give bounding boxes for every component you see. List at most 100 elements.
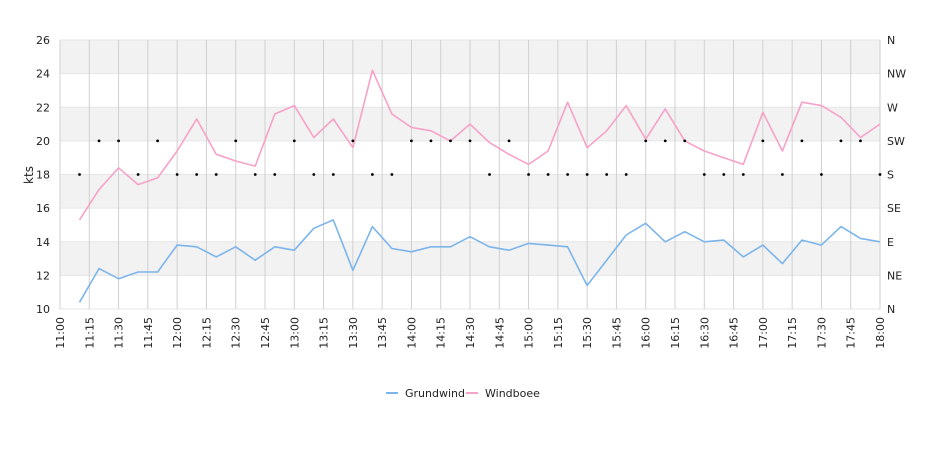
direction-point — [468, 139, 472, 143]
x-tick-label: 13:45 — [376, 317, 389, 349]
direction-tick-label: E — [887, 236, 894, 249]
x-tick-label: 12:30 — [230, 317, 243, 349]
x-tick-label: 17:45 — [845, 317, 858, 349]
legend[interactable]: Grundwind Windboee — [386, 387, 540, 400]
x-axis-ticks: 11:00 11:15 11:30 11:45 12:00 12:15 12:30 12:45… — [54, 317, 887, 349]
direction-points — [78, 139, 882, 176]
y-tick-label: 18 — [36, 169, 50, 182]
series-lines — [78, 69, 881, 303]
legend-item-grundwind[interactable]: Grundwind — [405, 387, 465, 400]
x-tick-label: 13:00 — [288, 317, 301, 349]
direction-point — [410, 139, 413, 143]
direction-point — [488, 173, 491, 176]
x-tick-label: 14:00 — [405, 317, 418, 349]
y-axis-title: kts — [22, 166, 36, 184]
series-line-windboee — [78, 69, 881, 221]
y-tick-label: 22 — [36, 101, 50, 114]
x-tick-label: 16:30 — [698, 317, 711, 349]
direction-point — [214, 173, 218, 176]
direction-point — [546, 173, 550, 176]
y-tick-label: 16 — [36, 202, 50, 215]
direction-point — [624, 173, 628, 176]
x-tick-label: 15:30 — [581, 317, 594, 349]
direction-point — [175, 173, 179, 176]
direction-point — [741, 173, 745, 176]
y-tick-label: 24 — [36, 68, 50, 81]
direction-point — [156, 139, 160, 143]
x-tick-label: 14:15 — [435, 317, 448, 349]
x-tick-label: 16:00 — [640, 317, 653, 349]
y-tick-label: 20 — [36, 135, 50, 148]
direction-point — [722, 173, 726, 176]
direction-point — [605, 173, 609, 176]
x-tick-label: 11:30 — [113, 317, 126, 349]
direction-point — [136, 173, 140, 176]
legend-item-windboee[interactable]: Windboee — [485, 387, 540, 400]
x-tick-label: 17:15 — [786, 317, 799, 349]
x-tick-label: 13:15 — [318, 317, 331, 349]
direction-point — [429, 139, 433, 143]
x-tick-label: 11:45 — [142, 317, 155, 349]
direction-point — [761, 139, 765, 143]
direction-point — [566, 173, 570, 176]
direction-tick-label: N — [887, 34, 895, 47]
x-tick-label: 16:15 — [669, 317, 682, 349]
x-tick-label: 17:30 — [815, 317, 828, 349]
y-tick-label: 26 — [36, 34, 50, 47]
x-tick-label: 14:45 — [493, 317, 506, 349]
x-tick-label: 11:15 — [83, 317, 96, 349]
x-tick-label: 12:15 — [200, 317, 213, 349]
direction-point — [800, 139, 804, 143]
x-tick-label: 15:45 — [610, 317, 623, 349]
x-tick-label: 11:00 — [54, 317, 67, 349]
direction-point — [839, 139, 843, 143]
x-tick-label: 13:30 — [347, 317, 360, 349]
direction-point — [683, 139, 687, 143]
direction-point — [234, 139, 238, 143]
direction-point — [820, 173, 823, 176]
direction-tick-label: SE — [887, 202, 901, 215]
direction-point — [117, 139, 120, 143]
y-tick-label: 14 — [36, 236, 50, 249]
direction-point — [859, 139, 862, 143]
direction-point — [702, 173, 706, 176]
direction-tick-label: SW — [887, 135, 905, 148]
x-tick-label: 12:00 — [171, 317, 184, 349]
x-tick-label: 15:00 — [523, 317, 536, 349]
direction-point — [527, 173, 530, 176]
direction-tick-label: NW — [887, 68, 906, 81]
x-tick-label: 14:30 — [464, 317, 477, 349]
direction-point — [78, 173, 81, 176]
direction-tick-label: W — [887, 101, 898, 114]
y-tick-label: 10 — [36, 303, 50, 316]
direction-point — [370, 173, 374, 176]
direction-point — [273, 173, 277, 176]
x-tick-label: 12:45 — [259, 317, 272, 349]
x-tick-label: 15:15 — [552, 317, 565, 349]
y-tick-label: 12 — [36, 269, 50, 282]
direction-point — [97, 139, 101, 143]
series-line-grundwind — [78, 219, 881, 303]
direction-point — [195, 173, 199, 176]
direction-point — [312, 173, 316, 176]
direction-tick-label: N — [887, 303, 895, 316]
direction-point — [663, 139, 667, 143]
direction-point — [780, 173, 784, 176]
x-tick-label: 16:45 — [728, 317, 741, 349]
direction-point — [253, 173, 257, 176]
vertical-gridlines — [59, 40, 881, 309]
direction-point — [507, 139, 511, 143]
x-tick-label: 18:00 — [874, 317, 887, 349]
x-tick-label: 17:00 — [757, 317, 770, 349]
direction-point — [878, 173, 882, 176]
direction-point — [331, 173, 335, 176]
direction-tick-label: NE — [887, 269, 902, 282]
direction-point — [292, 139, 296, 143]
direction-tick-label: S — [887, 169, 894, 182]
direction-point — [390, 173, 394, 176]
direction-point — [644, 139, 648, 143]
y-axis-ticks: 10 12 14 16 18 20 22 24 26 — [36, 34, 50, 316]
direction-point — [449, 139, 452, 143]
direction-axis-ticks: N NE E SE S SW W NW N — [887, 34, 906, 316]
